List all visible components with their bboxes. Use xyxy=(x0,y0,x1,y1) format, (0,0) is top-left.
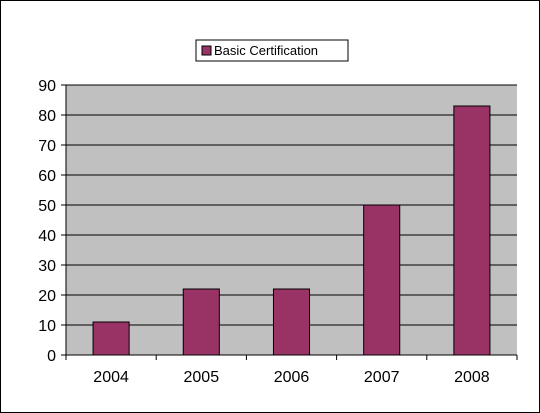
y-tick-label: 40 xyxy=(38,228,56,245)
bar-2005 xyxy=(182,288,220,356)
axes xyxy=(61,84,518,360)
bar-2006 xyxy=(272,288,311,356)
legend: Basic Certification xyxy=(195,39,349,62)
y-tick-label: 10 xyxy=(38,318,56,335)
bar-2007 xyxy=(363,204,401,356)
legend-label: Basic Certification xyxy=(214,43,318,58)
y-tick-label: 50 xyxy=(38,198,56,215)
x-tick-label: 2005 xyxy=(184,369,220,386)
x-tick-label: 2007 xyxy=(364,369,400,386)
y-tick-label: 60 xyxy=(38,168,56,185)
x-tick-label: 2004 xyxy=(93,369,129,386)
y-tick-label: 0 xyxy=(47,348,56,365)
x-tick-label: 2006 xyxy=(274,369,310,386)
x-tick-label: 2008 xyxy=(454,369,490,386)
bar-2004 xyxy=(92,321,130,356)
y-tick-label: 20 xyxy=(38,288,56,305)
legend-box xyxy=(195,39,349,62)
bar-2008 xyxy=(453,105,491,356)
y-tick-label: 80 xyxy=(38,108,56,125)
x-tick-labels: 2004 2005 2006 2007 2008 xyxy=(93,369,489,386)
y-tick-label: 30 xyxy=(38,258,56,275)
y-tick-label: 90 xyxy=(38,78,56,95)
y-tick-label: 70 xyxy=(38,138,56,155)
legend-swatch xyxy=(201,45,212,56)
y-tick-labels: 0 10 20 30 40 50 60 70 80 90 xyxy=(38,78,56,365)
gridlines xyxy=(66,84,517,326)
